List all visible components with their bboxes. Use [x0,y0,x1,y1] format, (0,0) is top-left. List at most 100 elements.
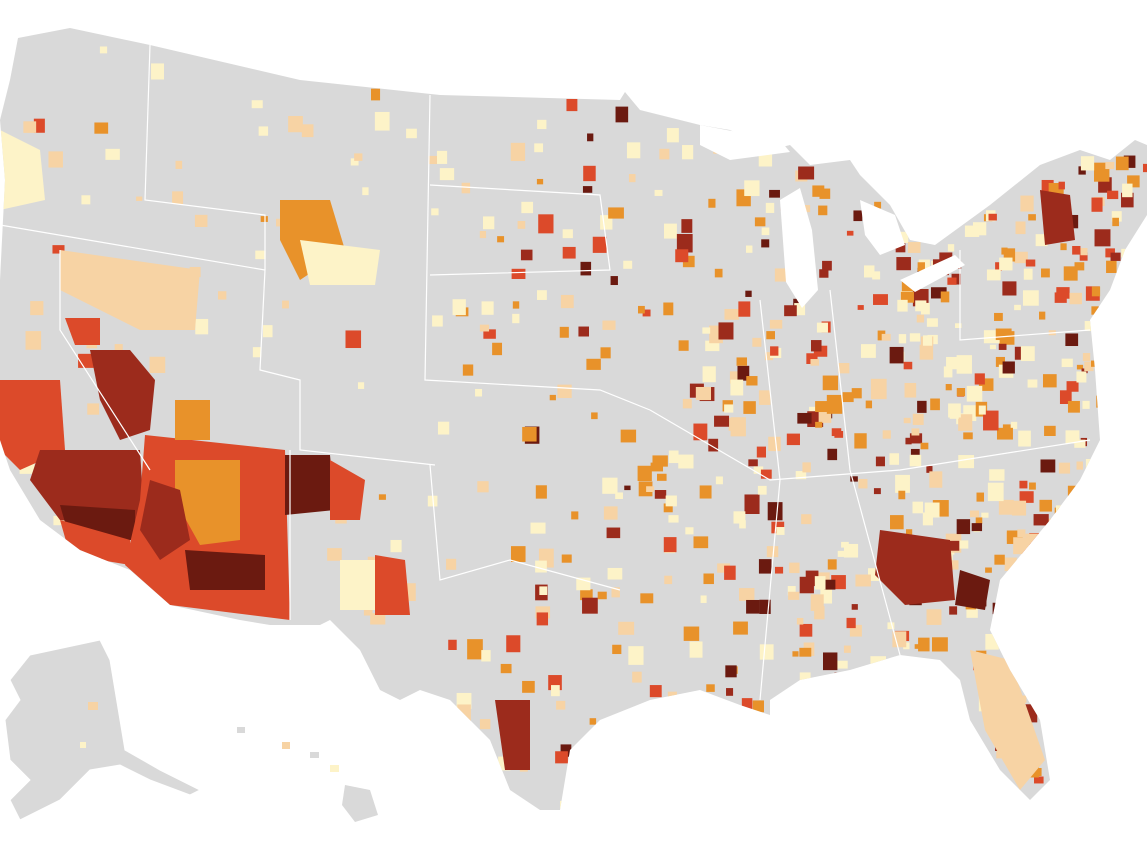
county-patch [743,401,756,414]
hawaii-island [330,765,339,772]
county-patch [654,490,667,499]
county-patch [522,426,537,442]
county-patch [354,153,363,161]
county-patch [1082,353,1091,362]
county-patch [1044,425,1056,436]
county-patch [683,626,700,641]
county-patch [33,118,45,133]
county-patch [288,116,303,133]
county-patch [607,567,623,580]
county-patch [744,494,760,514]
county-patch [818,411,832,423]
county-patch [851,388,862,399]
county-patch [918,637,930,652]
county-patch [926,609,942,625]
county-patch [475,388,483,397]
county-patch [796,617,804,625]
county-patch [748,459,758,467]
county-patch [682,255,695,268]
county-patch [729,371,741,384]
county-patch [582,597,598,614]
county-patch [912,413,924,425]
county-patch [903,361,913,370]
county-patch [752,337,762,347]
lake [860,200,905,255]
county-patch [632,671,642,683]
county-patch [1033,514,1049,526]
county-patch [759,644,774,660]
county-patch [90,350,155,440]
county-patch [432,315,443,327]
county-patch [663,302,674,316]
county-patch [787,586,796,596]
county-patch [955,323,962,328]
county-patch [904,382,917,398]
county-patch [890,515,904,530]
county-patch [1025,259,1036,267]
county-patch [996,427,1013,440]
county-patch [930,398,940,411]
county-patch [560,294,574,309]
county-patch [481,301,494,315]
county-patch [988,213,997,221]
county-patch [842,392,854,403]
county-patch [714,268,723,278]
county-patch [185,550,265,590]
hawaii-island [282,742,290,749]
county-patch [746,599,760,614]
county-patch [793,298,802,307]
county-patch [788,591,800,600]
county-patch [1084,321,1095,332]
county-patch [703,573,714,585]
county-patch [285,455,335,515]
county-patch [1017,529,1026,538]
hawaii-island [310,752,319,758]
county-patch [431,208,439,216]
county-patch [889,346,904,364]
county-patch [854,433,867,449]
county-patch [814,576,826,590]
county-patch [909,333,921,342]
county-patch [999,257,1013,271]
county-patch [252,347,262,358]
county-patch [920,302,930,315]
county-patch [714,415,730,427]
county-patch [538,214,554,234]
county-patch [875,530,955,605]
state-border [649,409,1091,481]
county-patch [702,366,716,383]
county-patch [799,623,813,637]
county-patch [702,327,711,334]
county-patch [994,312,1003,321]
county-patch [591,412,598,420]
county-patch [1085,458,1099,470]
county-patch [907,242,921,253]
county-patch [717,563,731,573]
county-patch [849,624,862,637]
county-patch [1018,430,1031,447]
county-patch [1096,395,1108,408]
county-patch [560,744,572,757]
county-patch [826,394,843,414]
county-patch [926,318,938,327]
county-patch [769,319,783,329]
county-patch [872,271,881,280]
county-patch [929,471,943,488]
county-patch [1023,268,1033,280]
county-patch [53,515,66,526]
county-patch [799,576,814,594]
county-patch [895,474,910,493]
county-patch [510,546,526,562]
county-patch [1054,292,1067,303]
county-patch [1004,557,1017,571]
county-patch [1105,248,1115,258]
county-patch [865,400,873,409]
county-patch [1058,181,1065,190]
county-patch [992,602,1002,615]
county-patch [822,375,839,391]
county-patch [436,150,448,164]
county-patch [706,684,715,692]
county-patch [959,540,969,549]
county-patch [282,300,289,309]
county-patch [741,698,753,711]
